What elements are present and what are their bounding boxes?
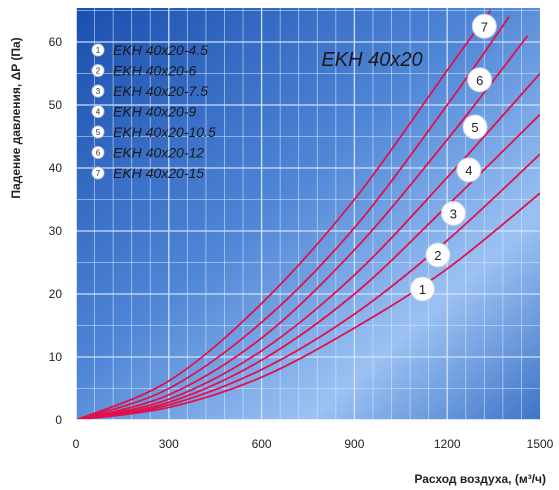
grid [76,8,540,420]
y-tick-label: 30 [49,224,63,238]
series-line-1 [76,192,540,420]
legend-marker [91,104,105,119]
legend-marker [91,63,105,78]
chart-title: EKH 40x20 [321,49,422,71]
curve-marker-circle [471,13,497,39]
y-tick-label: 50 [49,98,63,112]
legend-marker-number: 3 [96,87,101,96]
x-tick-label: 0 [73,437,80,451]
y-tick-label: 10 [49,350,63,364]
curve-marker-label: 5 [471,120,478,135]
legend-entry-label: EKH 40x20-4.5 [113,42,208,58]
series-line-3 [76,113,540,420]
x-axis-title: Расход воздуха, (м³/ч) [414,472,546,486]
legend-entry-label: EKH 40x20-15 [113,165,204,181]
curve-markers: 1 2 3 4 5 6 7 [409,13,497,302]
legend-marker [91,43,105,57]
x-tick-label: 300 [159,437,179,451]
legend-marker [91,84,105,98]
curve-marker-circle [467,67,493,93]
curve-marker-circle [409,276,435,302]
y-tick-label: 60 [49,35,63,49]
curves [76,9,540,420]
legend-entry-label: EKH 40x20-6 [113,63,196,79]
series-line-2 [76,153,540,420]
legend-marker-number: 2 [96,67,101,76]
curve-marker-circle [462,114,488,140]
curve-marker-label: 1 [419,282,426,297]
legend-marker-number: 4 [96,108,101,117]
x-tick-label: 900 [344,437,364,451]
series-line-7 [76,9,492,420]
y-tick-label: 20 [49,287,63,301]
axes: 0 300 600 900 1200 1500 0 10 20 30 40 50 60 [49,8,554,451]
legend: 1 EKH 40x20-4.5 2 EKH 40x20-6 3 EKH 40x20-7.5… [91,42,216,181]
y-tick-label: 40 [49,161,63,175]
x-tick-label: 1500 [527,437,554,451]
curve-marker-label: 7 [481,19,488,34]
legend-marker-number: 5 [96,128,101,137]
legend-marker [91,166,105,180]
legend-marker [91,125,105,139]
curve-marker-label: 2 [434,248,441,263]
legend-entry-label: EKH 40x20-12 [113,145,204,161]
curve-marker-circle [440,200,466,226]
x-tick-label: 600 [252,437,272,451]
curve-marker-circle [456,157,482,183]
series-line-5 [76,35,529,420]
legend-marker-number: 1 [96,46,101,55]
legend-entry-label: EKH 40x20-9 [113,104,196,120]
x-tick-label: 1200 [434,437,461,451]
curve-marker-label: 3 [450,206,457,221]
legend-entry-label: EKH 40x20-10.5 [113,124,216,140]
legend-entry-label: EKH 40x20-7.5 [113,83,208,99]
y-axis-title: Падение давления, ΔP (Па) [9,37,23,198]
y-tick-label: 0 [55,413,62,427]
curve-marker-circle [425,242,451,268]
curve-marker-label: 4 [465,163,472,178]
series-line-6 [76,16,510,420]
legend-marker [91,145,105,160]
curve-marker-label: 6 [476,73,483,88]
legend-marker-number: 6 [96,149,101,158]
legend-marker-number: 7 [96,169,101,178]
